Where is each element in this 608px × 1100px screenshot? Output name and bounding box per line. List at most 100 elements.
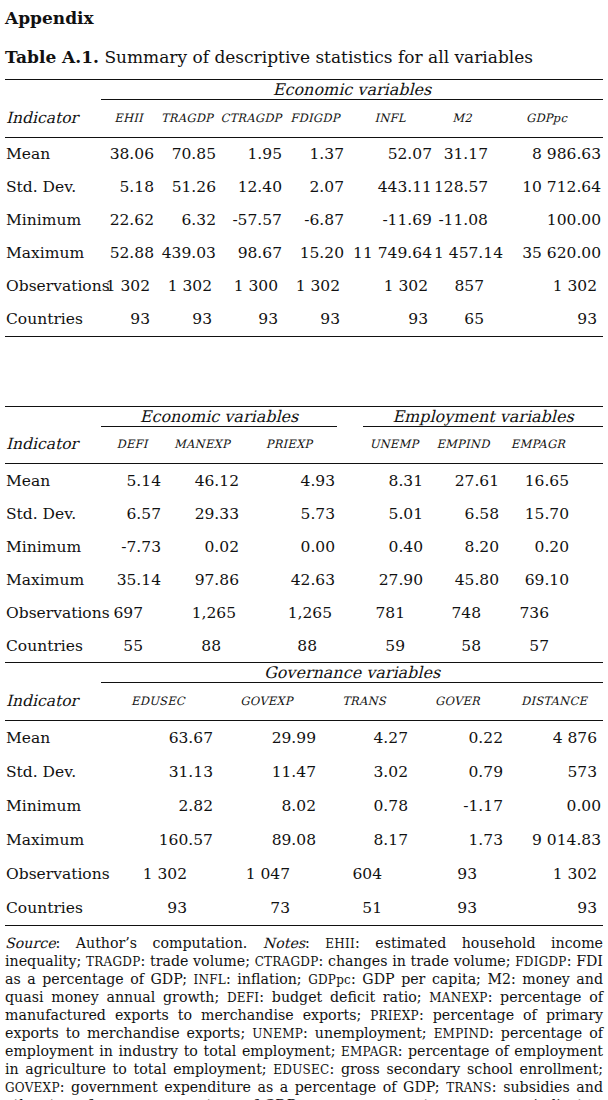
table-cell: -11.69 xyxy=(346,204,434,237)
table-cell: 93 xyxy=(505,891,603,926)
table-cell: 27.90 xyxy=(363,563,425,596)
table-row: Observations1 3021 3021 3001 3021 302857… xyxy=(5,270,603,303)
table-cell: 0.00 xyxy=(241,530,337,563)
row-label: Std. Dev. xyxy=(5,497,101,530)
table-row: Mean5.1446.124.938.3127.6116.65 xyxy=(5,464,603,498)
table-cell: 51 xyxy=(318,891,410,926)
table-cell: 35 620.00 xyxy=(490,237,603,270)
note-segment: EDUSEC xyxy=(273,1063,329,1077)
table-cell: 9 014.83 xyxy=(505,823,603,857)
note-segment: MANEXP xyxy=(429,991,487,1005)
note-segment: : unemployment; xyxy=(303,1025,434,1041)
table-cell: 748 xyxy=(425,596,501,629)
table-cell: 1 047 xyxy=(215,857,318,891)
note-segment: UNEMP xyxy=(252,1027,303,1041)
table-row: Countries9373519393 xyxy=(5,891,603,926)
column-header: FDIGDP xyxy=(284,100,346,138)
table-cell: 3.02 xyxy=(318,755,410,789)
table-cell: 93 xyxy=(284,303,346,337)
table-cell: 100.00 xyxy=(490,204,603,237)
table-cell: 5.14 xyxy=(101,464,163,498)
table-cell: 73 xyxy=(215,891,318,926)
note-segment: TRANS xyxy=(446,1081,492,1095)
column-gap xyxy=(337,497,363,530)
table-cell: 1 302 xyxy=(101,857,215,891)
table-cell: 31.17 xyxy=(434,137,490,171)
table-cell: 29.99 xyxy=(215,720,318,755)
note-segment: EMPAGR xyxy=(341,1045,398,1059)
table-cell: -11.08 xyxy=(434,204,490,237)
appendix-heading: Appendix xyxy=(5,8,603,28)
column-header: EMPIND xyxy=(425,426,501,464)
column-header: M2 xyxy=(434,100,490,138)
table-cell: 88 xyxy=(241,629,337,663)
table-body: Mean63.6729.994.270.224 876Std. Dev.31.1… xyxy=(5,720,603,925)
table-row: Countries93939393936593 xyxy=(5,303,603,337)
table-cell: 0.79 xyxy=(410,755,505,789)
table-cell: 93 xyxy=(490,303,603,337)
table-caption-text: Summary of descriptive statistics for al… xyxy=(104,47,533,67)
row-label: Countries xyxy=(5,629,101,663)
table-cell: 4.93 xyxy=(241,464,337,498)
table-cell: 15.20 xyxy=(284,237,346,270)
table-cell: 736 xyxy=(501,596,603,629)
note-segment: INFL xyxy=(194,973,227,987)
row-label: Minimum xyxy=(5,530,101,563)
row-label: Maximum xyxy=(5,563,101,596)
group-label-employment: Employment variables xyxy=(363,406,603,426)
group-spacer xyxy=(5,663,101,683)
group-label-economic: Economic variables xyxy=(101,80,603,100)
table-cell: 0.20 xyxy=(501,530,603,563)
column-gap xyxy=(337,596,363,629)
row-label: Mean xyxy=(5,720,101,755)
table-row: Std. Dev.6.5729.335.735.016.5815.70 xyxy=(5,497,603,530)
table-cell: 93 xyxy=(410,857,505,891)
row-label: Std. Dev. xyxy=(5,755,101,789)
group-header-row: Economic variables Employment variables xyxy=(5,406,603,426)
summary-table-governance: Governance variables Indicator EDUSEC GO… xyxy=(5,663,603,926)
table-cell: 0.78 xyxy=(318,789,410,823)
table-row: Std. Dev.31.1311.473.020.79573 xyxy=(5,755,603,789)
note-segment: EHII xyxy=(325,937,355,951)
table-cell: 8.02 xyxy=(215,789,318,823)
table-cell: 439.03 xyxy=(156,237,218,270)
note-segment: TRAGDP xyxy=(86,955,140,969)
table-cell: 11 749.64 xyxy=(346,237,434,270)
column-header: GDPpc xyxy=(490,100,603,138)
note-segment: : changes in trade volume; xyxy=(319,953,516,969)
table-cell: 22.62 xyxy=(101,204,156,237)
table-row: Mean63.6729.994.270.224 876 xyxy=(5,720,603,755)
table-row: Observations1 3021 047604931 302 xyxy=(5,857,603,891)
table-cell: 93 xyxy=(101,891,215,926)
group-header-row: Governance variables xyxy=(5,663,603,683)
table-cell: 443.11 xyxy=(346,171,434,204)
source-notes: Source: Author’s computation. Notes: EHI… xyxy=(5,935,603,1100)
column-header: EDUSEC xyxy=(101,683,215,721)
table-cell: 58 xyxy=(425,629,501,663)
table-cell: 0.02 xyxy=(163,530,241,563)
note-segment: GDPpc xyxy=(308,973,351,987)
table-cell: 51.26 xyxy=(156,171,218,204)
table-cell: 16.65 xyxy=(501,464,603,498)
table-cell: -6.87 xyxy=(284,204,346,237)
table-cell: 1.95 xyxy=(218,137,284,171)
table-cell: 46.12 xyxy=(163,464,241,498)
table-cell: 0.40 xyxy=(363,530,425,563)
table-cell: 1 302 xyxy=(284,270,346,303)
note-segment: Source xyxy=(5,935,56,951)
table-cell: 11.47 xyxy=(215,755,318,789)
table-cell: 15.70 xyxy=(501,497,603,530)
table-cell: 1 302 xyxy=(156,270,218,303)
table-cell: 8.20 xyxy=(425,530,501,563)
column-header-row: Indicator EHII TRAGDP CTRAGDP FDIGDP INF… xyxy=(5,100,603,138)
row-label: Minimum xyxy=(5,789,101,823)
table-cell: 1 302 xyxy=(490,270,603,303)
table-row: Countries558888595857 xyxy=(5,629,603,663)
row-label: Mean xyxy=(5,464,101,498)
table-cell: 27.61 xyxy=(425,464,501,498)
table-cell: 93 xyxy=(156,303,218,337)
indicator-column-header: Indicator xyxy=(5,683,101,721)
note-segment: EMPIND xyxy=(434,1027,489,1041)
column-header: GOVEXP xyxy=(215,683,318,721)
row-label: Observations xyxy=(5,596,101,629)
